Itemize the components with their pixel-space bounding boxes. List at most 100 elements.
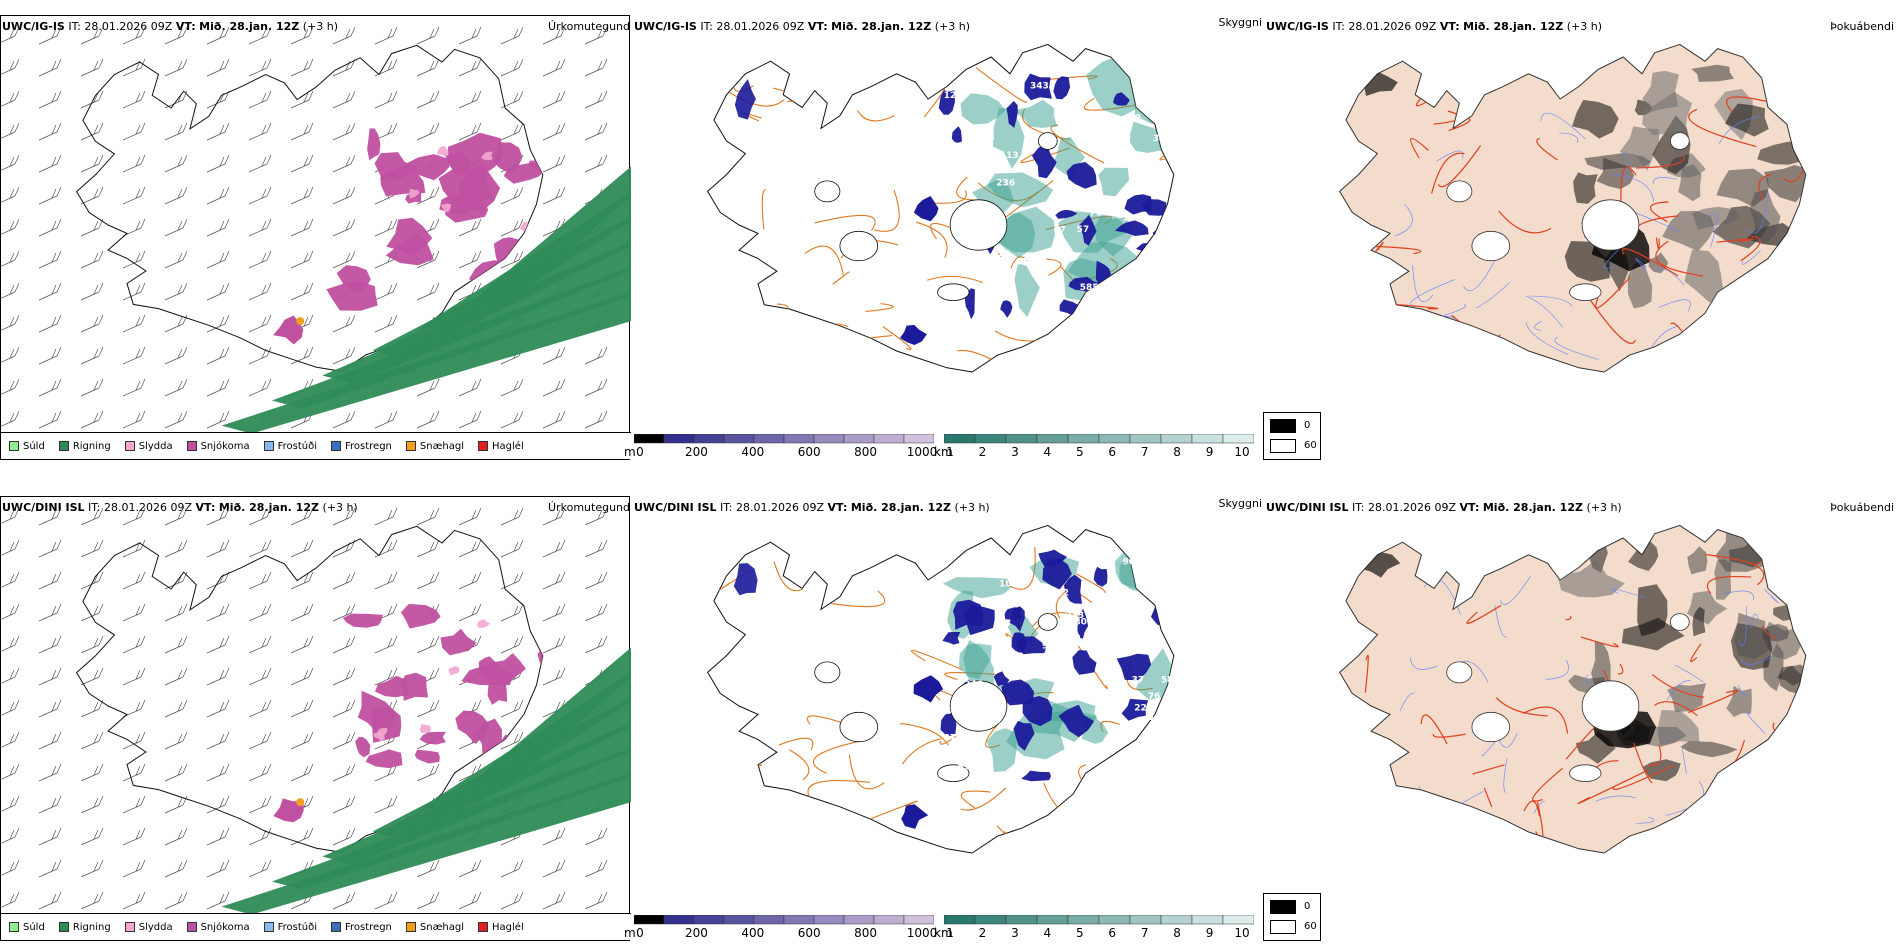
model-name: UWC/DINI ISL xyxy=(2,501,85,514)
visibility-value-label: 32 xyxy=(1143,757,1156,767)
visibility-value-label: 283 xyxy=(991,267,1010,277)
visibility-value-label: 19 xyxy=(945,754,958,764)
iceland-fog-map xyxy=(1338,43,1807,373)
legend-swatch xyxy=(58,441,69,451)
it-label: IT: xyxy=(1352,501,1365,514)
visibility-value-label: 246 xyxy=(964,680,983,690)
legend-label: Súld xyxy=(23,921,45,933)
visibility-value-label: 76 xyxy=(1148,692,1161,702)
iceland-precip-map xyxy=(1,26,631,434)
legend-swatch xyxy=(263,922,274,932)
visibility-value-label: 37 xyxy=(1132,675,1145,685)
legend-label: Rigning xyxy=(72,440,111,452)
colorbar-tick: 9 xyxy=(1205,926,1214,940)
it-label: IT: xyxy=(720,501,733,514)
visibility-value-label: 343 xyxy=(1030,81,1049,91)
fog-swatch-low xyxy=(1270,920,1296,934)
colorbar-tick: 1 xyxy=(946,926,954,940)
colorbar-tick: 6 xyxy=(1108,445,1117,459)
model-name: UWC/DINI ISL xyxy=(1266,501,1349,514)
visibility-value-label: 79 xyxy=(1068,634,1081,644)
visibility-value-label: 153 xyxy=(1149,713,1168,723)
precip-type-panel-igis: UWC/IG-IS IT: 28.01.2026 09Z VT: Mið. 28… xyxy=(0,0,632,460)
visibility-value-label: 80 xyxy=(1074,618,1087,628)
fog-panel-igis: UWC/IG-IS IT: 28.01.2026 09Z VT: Mið. 28… xyxy=(1264,0,1896,460)
it-label: IT: xyxy=(68,20,81,33)
visibility-value-label: 87 xyxy=(944,733,957,743)
vt-label: VT: xyxy=(807,20,828,33)
legend-item-5: Frostregn xyxy=(331,922,392,933)
legend-label: Slydda xyxy=(138,921,173,933)
colorbar-tick: 200 xyxy=(684,445,708,459)
legend-label: Súld xyxy=(23,440,45,452)
fog-swatch-high xyxy=(1270,419,1296,433)
it-value: 28.01.2026 09Z xyxy=(104,501,193,514)
precip-legend: Súld Rigning Slydda Snjókoma Frostúði Frostre… xyxy=(1,432,631,459)
colorbar-tick: 400 xyxy=(741,926,765,940)
visibility-value-label: 31 xyxy=(965,218,978,228)
visibility-value-label: 122 xyxy=(1095,197,1114,207)
legend-swatch xyxy=(263,441,274,451)
lead-time: (+3 h) xyxy=(322,501,358,514)
it-value: 28.01.2026 09Z xyxy=(1368,501,1457,514)
ceiling-colorbar: m 0 200 400 600 800 1000 xyxy=(624,434,937,459)
legend-item-1: Rigning xyxy=(58,922,111,933)
visibility-value-label: 39 xyxy=(1153,134,1166,144)
field-name: Úrkomutegund xyxy=(548,501,630,514)
fog-map xyxy=(1264,496,1894,941)
legend-swatch xyxy=(9,441,19,451)
colorbar-tick: 6 xyxy=(1108,926,1117,940)
legend-label: Slydda xyxy=(138,440,173,452)
visibility-value-label: 62 xyxy=(1041,632,1054,642)
visibility-colorbar: km 1 2 3 4 5 6 7 8 9 10 xyxy=(934,434,1254,459)
fog-index-legend: 0 60 xyxy=(1263,412,1321,460)
colorbar-tick: 800 xyxy=(854,445,878,459)
fog-tick-60: 60 xyxy=(1304,921,1317,932)
vt-label: VT: xyxy=(195,501,216,514)
iceland-visibility-map: 62 105 159 99 58 85 37 69 246 148 153 142 103 233 221 2… xyxy=(706,524,1182,854)
lead-time: (+3 h) xyxy=(1586,501,1622,514)
legend-item-7: Haglél xyxy=(478,922,524,933)
visibility-value-label: 142 xyxy=(1050,588,1069,598)
ceiling-colorbar: m 0 200 400 600 800 1000 xyxy=(624,915,937,940)
it-label: IT: xyxy=(1332,20,1345,33)
panel-header: UWC/IG-IS IT: 28.01.2026 09Z VT: Mið. 28… xyxy=(634,16,1262,36)
legend-item-7: Haglél xyxy=(478,441,524,452)
panel-header: UWC/DINI ISL IT: 28.01.2026 09Z VT: Mið.… xyxy=(1266,501,1894,517)
legend-swatch xyxy=(331,441,341,451)
visibility-value-label: 221 xyxy=(1134,704,1153,714)
visibility-value-label: 91 xyxy=(953,119,966,129)
legend-label: Snjókoma xyxy=(200,440,250,452)
legend-swatch xyxy=(478,922,489,932)
precip-map: Súld Rigning Slydda Snjókoma Frostúði Frostre… xyxy=(0,496,631,941)
colorbar-tick: 3 xyxy=(1011,926,1019,940)
visibility-value-label: 84 xyxy=(993,247,1006,257)
visibility-value-label: 71 xyxy=(967,129,980,139)
colorbar-tick: 1000 xyxy=(906,445,938,459)
visibility-value-label: 44 xyxy=(1121,773,1134,783)
vt-value: Mið. 28.jan. 12Z xyxy=(850,501,951,514)
visibility-value-label: 233 xyxy=(1065,611,1084,621)
legend-swatch xyxy=(124,922,135,932)
colorbar-tick: 2 xyxy=(978,926,987,940)
visibility-value-label: 69 xyxy=(1057,761,1070,771)
legend-label: Haglél xyxy=(492,440,524,452)
fog-map xyxy=(1264,15,1894,460)
legend-label: Haglél xyxy=(492,921,524,933)
vt-value: Mið. 28.jan. 12Z xyxy=(199,20,300,33)
colorbar-tick: 9 xyxy=(1205,445,1214,459)
it-value: 28.01.2026 09Z xyxy=(716,20,805,33)
vt-value: Mið. 28.jan. 12Z xyxy=(831,20,932,33)
vt-value: Mið. 28.jan. 12Z xyxy=(1482,501,1583,514)
colorbar-tick: 8 xyxy=(1173,445,1181,459)
vt-value: Mið. 28.jan. 12Z xyxy=(218,501,319,514)
legend-swatch xyxy=(478,441,489,451)
model-name: UWC/IG-IS xyxy=(1266,20,1329,33)
colorbar-tick: 8 xyxy=(1173,926,1181,940)
visibility-value-label: 19 xyxy=(1123,213,1136,223)
it-value: 28.01.2026 09Z xyxy=(1348,20,1437,33)
colorbar-tick: 600 xyxy=(797,926,821,940)
legend-swatch xyxy=(331,922,341,932)
visibility-value-label: 70 xyxy=(1128,113,1141,123)
legend-item-1: Rigning xyxy=(58,440,111,452)
